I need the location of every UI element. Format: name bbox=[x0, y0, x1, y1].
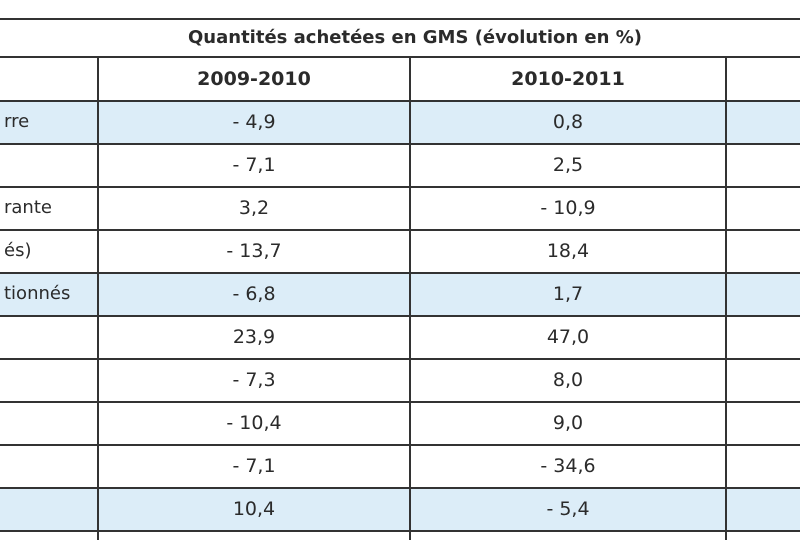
value-2009-2010: - 7,1 bbox=[232, 455, 276, 477]
row-label: és) bbox=[4, 240, 32, 261]
value-2009-2010: 3,2 bbox=[238, 197, 270, 219]
row-label bbox=[0, 316, 97, 358]
table-cell bbox=[727, 445, 800, 487]
value-2009-2010: - 6,8 bbox=[99, 273, 409, 315]
column-divider bbox=[725, 58, 727, 540]
table-title: Quantités achetées en GMS (évolution en … bbox=[188, 27, 642, 48]
column-divider bbox=[409, 58, 411, 540]
value-2010-2011: - 5,4 bbox=[411, 488, 725, 530]
row-label: rre bbox=[0, 101, 97, 143]
value-2009-2010: 10,4 bbox=[99, 488, 409, 530]
table-cell bbox=[727, 230, 800, 272]
row-divider bbox=[0, 229, 800, 231]
value-2010-2011: 47,0 bbox=[546, 326, 590, 348]
table-cell bbox=[727, 187, 800, 229]
table-title-row: Quantités achetées en GMS (évolution en … bbox=[0, 18, 800, 58]
table-cell bbox=[727, 488, 800, 530]
row-label bbox=[0, 402, 97, 444]
row-divider bbox=[0, 272, 800, 274]
column-header-2010-2011: 2010-2011 bbox=[511, 68, 625, 90]
row-label bbox=[0, 488, 97, 530]
row-divider bbox=[0, 401, 800, 403]
row-divider bbox=[0, 444, 800, 446]
value-2009-2010: 23,9 bbox=[232, 326, 276, 348]
value-2009-2010: - 7,1 bbox=[232, 154, 276, 176]
table-cell bbox=[727, 316, 800, 358]
value-2009-2010: - 13,7 bbox=[226, 240, 282, 262]
table-cell bbox=[727, 144, 800, 186]
row-divider bbox=[0, 186, 800, 188]
table-cell bbox=[727, 359, 800, 401]
table-cell bbox=[727, 402, 800, 444]
table-cell bbox=[727, 101, 800, 143]
row-divider bbox=[0, 530, 800, 532]
value-2010-2011: 18,4 bbox=[546, 240, 590, 262]
row-divider bbox=[0, 358, 800, 360]
value-2010-2011: - 34,6 bbox=[540, 455, 596, 477]
value-2010-2011: 8,0 bbox=[552, 369, 584, 391]
value-2010-2011: 9,0 bbox=[552, 412, 584, 434]
value-2009-2010: - 4,9 bbox=[99, 101, 409, 143]
column-divider bbox=[97, 58, 99, 540]
row-divider bbox=[0, 315, 800, 317]
value-2010-2011: 1,7 bbox=[411, 273, 725, 315]
row-label: tionnés bbox=[0, 273, 97, 315]
row-label bbox=[0, 144, 97, 186]
value-2009-2010: - 10,4 bbox=[226, 412, 282, 434]
row-label bbox=[0, 359, 97, 401]
row-label: rante bbox=[4, 197, 52, 218]
column-header-2009-2010: 2009-2010 bbox=[197, 68, 311, 90]
row-divider bbox=[0, 143, 800, 145]
value-2010-2011: 0,8 bbox=[411, 101, 725, 143]
table-cell bbox=[727, 273, 800, 315]
row-divider bbox=[0, 487, 800, 489]
value-2009-2010: - 7,3 bbox=[232, 369, 276, 391]
value-2010-2011: 2,5 bbox=[552, 154, 584, 176]
value-2010-2011: - 10,9 bbox=[540, 197, 596, 219]
row-label bbox=[0, 445, 97, 487]
row-divider bbox=[0, 100, 800, 102]
